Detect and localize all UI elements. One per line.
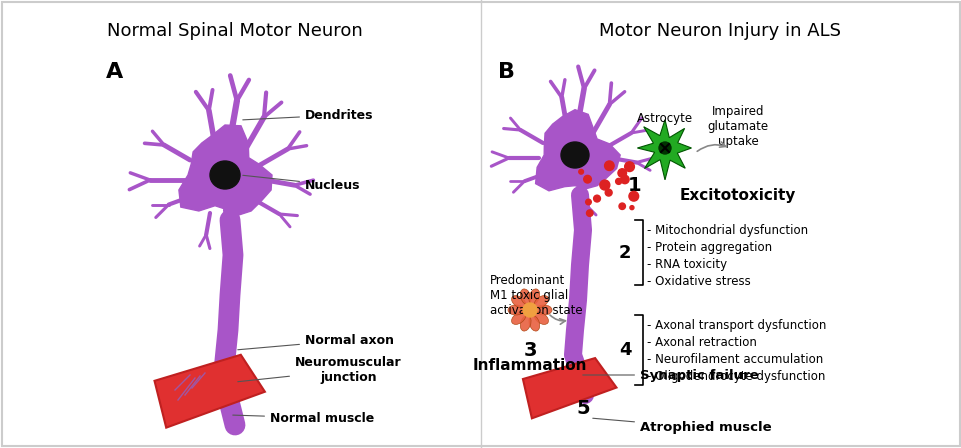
Text: Impaired
glutamate
uptake: Impaired glutamate uptake <box>706 105 768 148</box>
Text: - Oxidative stress: - Oxidative stress <box>647 275 750 288</box>
Polygon shape <box>637 120 691 180</box>
Ellipse shape <box>533 312 548 324</box>
Ellipse shape <box>520 289 530 305</box>
Text: 3: 3 <box>523 340 536 359</box>
Circle shape <box>583 175 591 183</box>
Circle shape <box>585 199 591 205</box>
Text: - Axonal retraction: - Axonal retraction <box>647 336 756 349</box>
Circle shape <box>586 210 592 216</box>
Text: B: B <box>498 62 514 82</box>
Circle shape <box>604 189 611 196</box>
Text: - RNA toxicity: - RNA toxicity <box>647 258 727 271</box>
Ellipse shape <box>560 142 588 168</box>
Circle shape <box>579 169 583 174</box>
Ellipse shape <box>507 305 524 315</box>
Text: Inflammation: Inflammation <box>472 358 586 372</box>
Text: Nucleus: Nucleus <box>242 175 360 191</box>
Circle shape <box>628 191 638 201</box>
Circle shape <box>600 180 609 190</box>
Text: - Neurofilament accumulation: - Neurofilament accumulation <box>647 353 823 366</box>
Text: 1: 1 <box>628 176 641 194</box>
Text: 5: 5 <box>576 399 589 418</box>
Text: Normal axon: Normal axon <box>237 333 394 350</box>
Text: Predominant
M1 toxic glial
activation state: Predominant M1 toxic glial activation st… <box>489 273 582 316</box>
Text: Dendrites: Dendrites <box>242 108 373 121</box>
Ellipse shape <box>535 305 552 315</box>
Polygon shape <box>179 125 272 215</box>
Text: Atrophied muscle: Atrophied muscle <box>592 418 771 435</box>
Text: Astrocyte: Astrocyte <box>636 112 692 125</box>
Ellipse shape <box>529 315 539 331</box>
Circle shape <box>604 161 613 171</box>
Circle shape <box>618 203 625 210</box>
Circle shape <box>523 303 536 317</box>
Polygon shape <box>523 358 616 418</box>
Text: - Mitochondrial dysfunction: - Mitochondrial dysfunction <box>647 224 807 237</box>
Ellipse shape <box>511 312 526 324</box>
Ellipse shape <box>511 296 526 308</box>
Ellipse shape <box>209 161 239 189</box>
Text: Motor Neuron Injury in ALS: Motor Neuron Injury in ALS <box>599 22 840 40</box>
Circle shape <box>615 178 621 185</box>
Text: - Oligodendrocyte dysfunction: - Oligodendrocyte dysfunction <box>647 370 825 383</box>
Circle shape <box>593 195 600 202</box>
Text: A: A <box>107 62 124 82</box>
Circle shape <box>629 206 633 210</box>
Circle shape <box>617 169 626 177</box>
Circle shape <box>624 162 633 172</box>
Text: - Protein aggregation: - Protein aggregation <box>647 241 772 254</box>
Text: Normal Spinal Motor Neuron: Normal Spinal Motor Neuron <box>107 22 362 40</box>
Text: 4: 4 <box>618 341 630 359</box>
Polygon shape <box>535 110 620 191</box>
Text: Synaptic failure: Synaptic failure <box>582 369 758 382</box>
Ellipse shape <box>533 296 548 308</box>
Ellipse shape <box>520 315 530 331</box>
Circle shape <box>620 175 628 184</box>
Text: Neuromuscular
junction: Neuromuscular junction <box>237 356 401 384</box>
Text: 2: 2 <box>618 244 630 262</box>
Circle shape <box>658 142 671 154</box>
Text: Excitotoxicity: Excitotoxicity <box>679 188 796 202</box>
Text: Normal muscle: Normal muscle <box>233 412 374 425</box>
Polygon shape <box>155 355 264 428</box>
Text: - Axonal transport dysfunction: - Axonal transport dysfunction <box>647 319 825 332</box>
Ellipse shape <box>529 289 539 305</box>
